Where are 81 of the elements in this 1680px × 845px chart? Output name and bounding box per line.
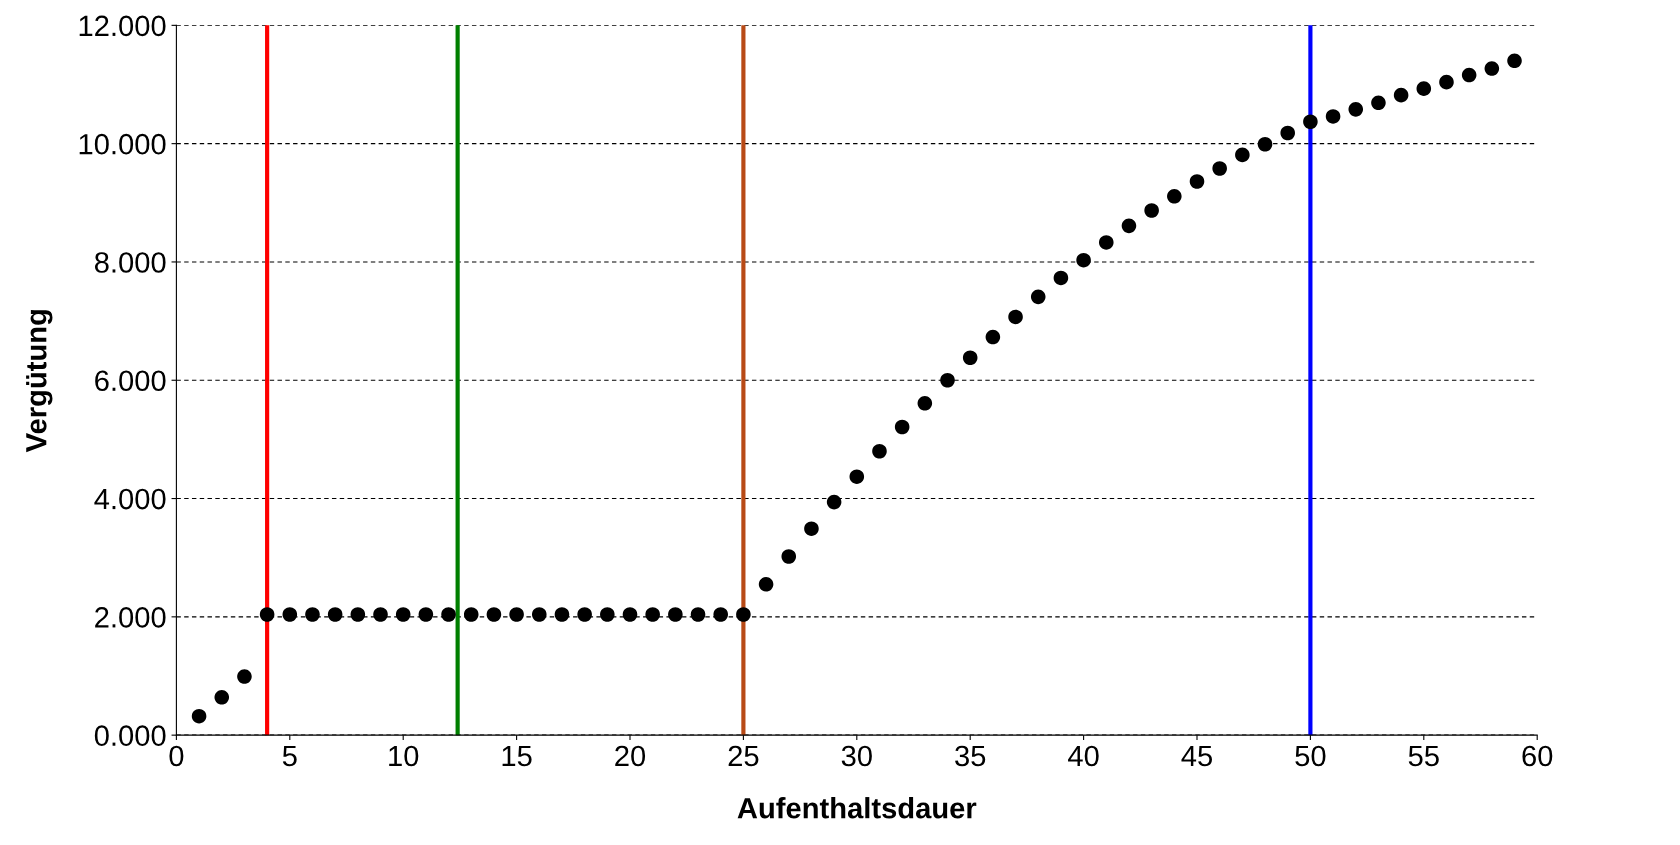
point [1030, 289, 1046, 305]
point [305, 607, 320, 622]
y-tick-label: 10.000 [79, 133, 166, 155]
point [373, 607, 388, 622]
point [441, 607, 456, 622]
point [826, 494, 842, 510]
x-tick-label: 5 [282, 745, 297, 767]
x-tick-label: 45 [1181, 745, 1212, 767]
point [1507, 53, 1522, 69]
point [1371, 95, 1386, 111]
point [713, 607, 728, 622]
point [690, 607, 706, 622]
point [418, 607, 434, 622]
point [781, 549, 797, 564]
point [1076, 252, 1091, 268]
x-tick-label: 15 [502, 745, 532, 767]
point [1189, 174, 1205, 189]
point [1235, 147, 1250, 163]
point [1303, 114, 1318, 130]
point [1099, 235, 1114, 250]
point [1484, 61, 1500, 76]
point [1121, 218, 1137, 234]
point [1257, 136, 1273, 152]
point [1053, 270, 1069, 286]
point [259, 607, 275, 622]
point [463, 607, 479, 622]
x-tick-label: 60 [1522, 745, 1553, 767]
point [237, 669, 252, 684]
point [191, 708, 207, 724]
point [894, 419, 910, 435]
x-tick-label: 50 [1295, 745, 1326, 767]
point [327, 607, 343, 622]
point [214, 690, 230, 705]
point [985, 329, 1001, 345]
x-tick-label: 55 [1408, 745, 1439, 767]
x-tick-label: 25 [728, 745, 759, 767]
point [1212, 161, 1227, 176]
point [600, 607, 615, 622]
point [872, 443, 887, 459]
point [395, 607, 411, 622]
x-tick-label: 40 [1068, 745, 1099, 767]
point [1167, 189, 1182, 204]
y-tick-label: 8.000 [94, 252, 166, 273]
point [917, 396, 933, 411]
x-tick-label: 30 [841, 745, 872, 767]
point [532, 607, 547, 622]
point [804, 521, 819, 536]
point [486, 607, 502, 622]
point [736, 607, 751, 622]
x-tick-label: 20 [615, 745, 646, 767]
point [645, 607, 660, 622]
point [282, 607, 298, 622]
point [1008, 309, 1023, 325]
y-tick-label: 2.000 [95, 607, 166, 628]
y-tick-label: 12.000 [79, 15, 166, 37]
point [622, 607, 638, 622]
y-tick-label: 4.000 [94, 488, 166, 510]
y-axis-title: Vergütung [26, 310, 53, 453]
point [350, 607, 366, 622]
point [1280, 125, 1295, 141]
y-tick-label: 6.000 [95, 370, 166, 392]
y-tick-label: 0.000 [94, 725, 166, 747]
point [1325, 109, 1341, 124]
point [1348, 102, 1364, 117]
x-tick-label: 10 [389, 745, 419, 767]
point [962, 350, 978, 366]
x-tick-label: 0 [169, 745, 184, 767]
point [1416, 81, 1432, 96]
point [758, 577, 774, 592]
point [509, 607, 524, 622]
x-tick-label: 35 [955, 745, 986, 767]
point [849, 469, 865, 484]
point [577, 607, 592, 622]
point [1461, 67, 1477, 83]
point [1144, 203, 1159, 218]
point [554, 607, 570, 622]
point [668, 607, 683, 622]
x-axis-title: Aufenthaltsdauer [737, 797, 977, 819]
point [1439, 74, 1454, 90]
point [1393, 87, 1409, 103]
point [940, 372, 955, 388]
